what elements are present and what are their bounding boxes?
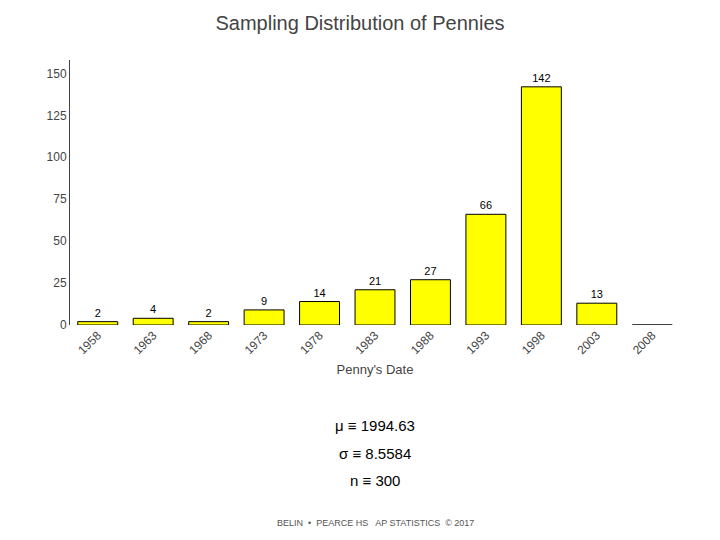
svg-text:1988: 1988: [408, 328, 437, 357]
svg-text:0: 0: [60, 318, 67, 332]
svg-text:1993: 1993: [463, 328, 492, 357]
svg-text:1998: 1998: [519, 328, 548, 357]
svg-text:13: 13: [591, 288, 603, 300]
svg-text:σ ≡ 8.5584: σ ≡ 8.5584: [339, 445, 411, 462]
svg-text:75: 75: [53, 192, 67, 206]
svg-text:150: 150: [47, 67, 67, 81]
svg-text:1983: 1983: [353, 328, 382, 357]
svg-text:1978: 1978: [297, 328, 326, 357]
svg-text:14: 14: [313, 287, 325, 299]
svg-text:100: 100: [47, 150, 67, 164]
svg-text:66: 66: [480, 199, 492, 211]
svg-text:BELIN • PEARCE HS AP STATI: BELIN • PEARCE HS AP STATISTICS © 2017: [277, 518, 474, 528]
svg-text:27: 27: [424, 265, 436, 277]
svg-text:4: 4: [150, 303, 156, 315]
svg-text:1968: 1968: [186, 328, 215, 357]
svg-text:142: 142: [532, 72, 550, 84]
svg-text:2008: 2008: [630, 328, 659, 357]
svg-text:1963: 1963: [131, 328, 160, 357]
svg-text:2003: 2003: [574, 328, 603, 357]
svg-text:50: 50: [53, 234, 67, 248]
svg-text:25: 25: [53, 276, 67, 290]
svg-text:Sampling Distribution of Penni: Sampling Distribution of Pennies: [215, 12, 504, 34]
svg-text:21: 21: [369, 275, 381, 287]
svg-text:Penny's Date: Penny's Date: [337, 362, 414, 377]
svg-text:9: 9: [261, 295, 267, 307]
svg-text:2: 2: [206, 307, 212, 319]
svg-text:n ≡ 300: n ≡ 300: [350, 472, 400, 489]
svg-text:μ ≡ 1994.63: μ ≡ 1994.63: [335, 417, 415, 434]
svg-text:125: 125: [47, 109, 67, 123]
svg-text:1958: 1958: [75, 328, 104, 357]
svg-text:1973: 1973: [242, 328, 271, 357]
svg-text:2: 2: [95, 307, 101, 319]
